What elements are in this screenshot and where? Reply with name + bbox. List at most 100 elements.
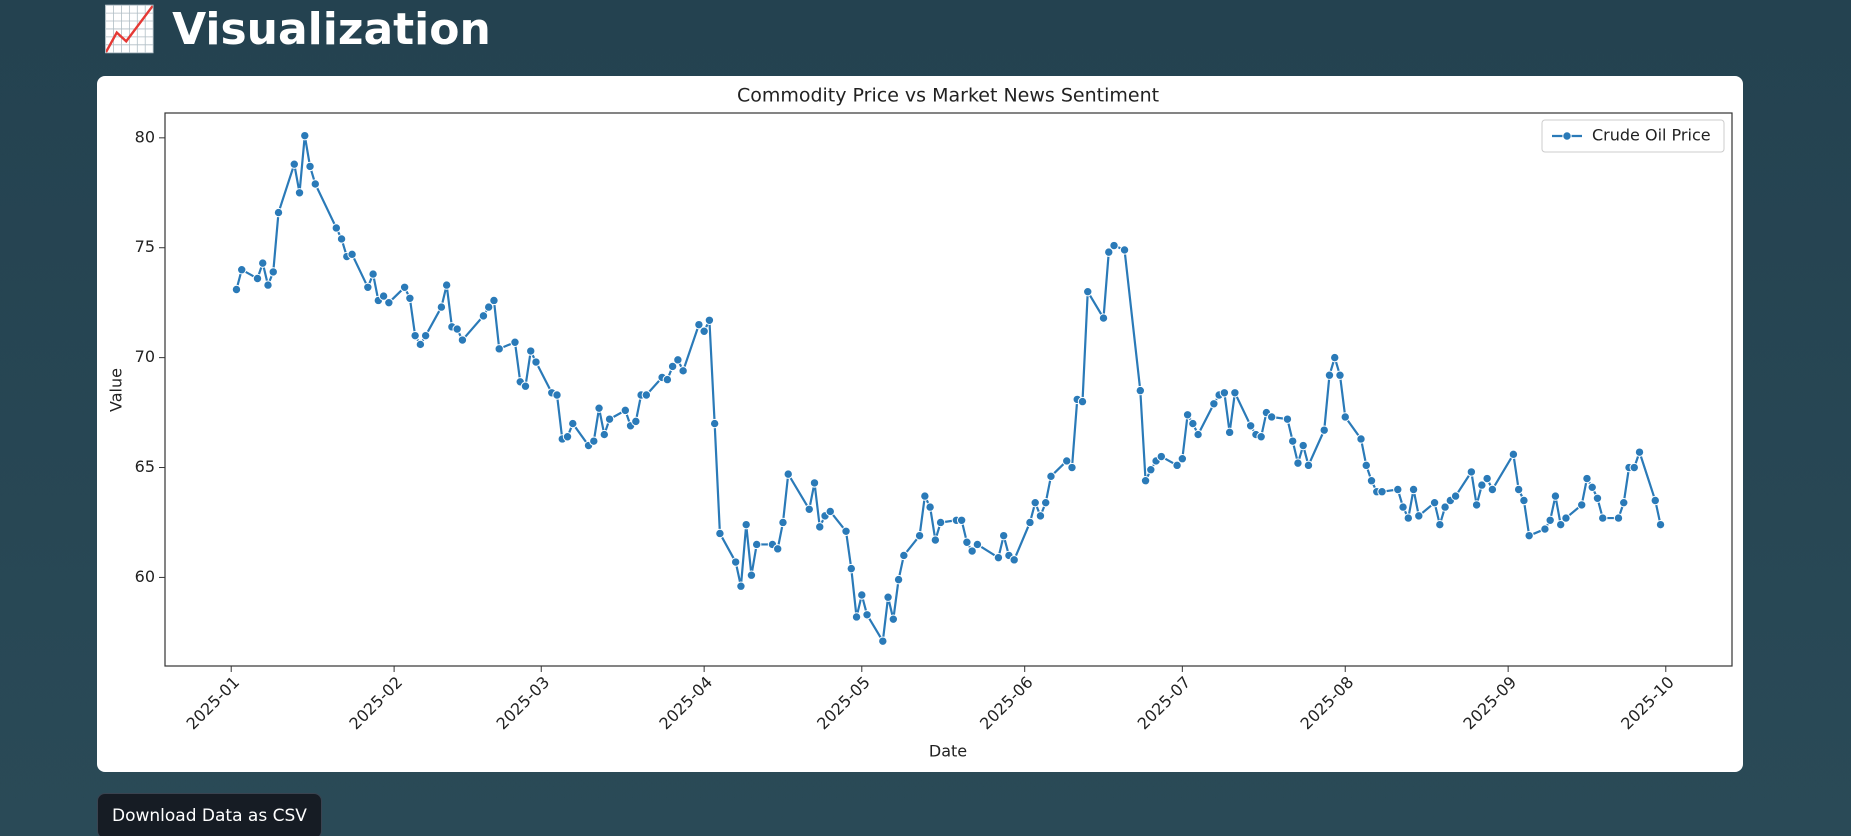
data-point [1287, 436, 1298, 446]
data-point [1140, 476, 1151, 486]
data-point [1230, 388, 1240, 398]
data-point [967, 546, 977, 556]
data-point [483, 302, 494, 312]
data-point [1561, 513, 1571, 523]
data-point [841, 526, 851, 536]
plot-frame [164, 112, 1733, 667]
legend-marker [1562, 131, 1572, 141]
data-point [1046, 471, 1056, 482]
y-tick-label: 60 [135, 567, 155, 586]
x-tick-label: 2025-08 [1297, 673, 1358, 734]
data-point [1513, 484, 1524, 495]
data-point [1650, 495, 1660, 506]
data-point [289, 159, 299, 169]
data-point [773, 544, 783, 554]
data-point [263, 280, 273, 290]
data-point [1592, 493, 1603, 503]
data-point [405, 293, 415, 303]
data-point [1366, 476, 1377, 486]
data-point [956, 515, 967, 525]
data-point [778, 517, 788, 528]
data-point [1119, 245, 1130, 255]
data-point [1245, 421, 1256, 431]
data-point [1482, 473, 1492, 484]
data-point [1077, 396, 1088, 407]
data-point [930, 535, 941, 545]
data-point [1598, 513, 1608, 523]
data-point [489, 295, 499, 306]
data-point [384, 297, 394, 308]
data-point [452, 324, 462, 334]
data-point [1613, 513, 1624, 523]
data-point [310, 179, 320, 189]
data-point [883, 592, 893, 602]
data-point [641, 390, 652, 400]
data-point [526, 346, 536, 356]
data-point [552, 390, 562, 400]
data-point [494, 344, 504, 354]
data-point [368, 269, 378, 279]
legend-box [1541, 119, 1725, 153]
data-point [1545, 515, 1555, 525]
download-button[interactable]: Download Data as CSV [97, 793, 322, 836]
data-point [1303, 460, 1314, 471]
data-point [1330, 352, 1340, 363]
data-point [273, 207, 284, 218]
data-point [589, 436, 599, 446]
data-point [1634, 447, 1645, 457]
x-tick-label: 2025-06 [976, 673, 1037, 734]
x-tick-label: 2025-05 [813, 673, 874, 734]
data-point [1450, 491, 1461, 501]
data-point [825, 506, 835, 517]
data-point [888, 614, 899, 624]
data-point [1104, 247, 1114, 257]
page-title: 📈 Visualization [102, 4, 491, 55]
data-point [258, 258, 268, 268]
chart: Commodity Price vs Market News Sentiment… [107, 85, 1733, 761]
data-point [1319, 425, 1329, 435]
data-point [1156, 451, 1167, 462]
data-point [331, 223, 342, 233]
data-point [1025, 517, 1035, 528]
data-point [252, 273, 263, 284]
data-point [1282, 414, 1293, 424]
data-point [878, 636, 888, 646]
data-point [925, 502, 935, 512]
data-point [457, 335, 468, 345]
data-point [730, 557, 741, 567]
chart-card: Commodity Price vs Market News Sentiment… [97, 76, 1743, 772]
data-line [235, 135, 1662, 645]
data-point [562, 432, 573, 442]
data-point [1182, 410, 1193, 420]
x-tick-label: 2025-02 [345, 673, 406, 734]
data-point [1471, 500, 1482, 510]
data-point [746, 570, 757, 580]
data-point [846, 563, 856, 574]
data-point [604, 414, 615, 424]
data-point [1188, 418, 1198, 429]
data-point [1403, 513, 1414, 523]
y-axis-label: Value [107, 368, 126, 412]
data-point [415, 339, 426, 350]
data-point [1582, 473, 1592, 484]
data-point [1356, 434, 1366, 444]
data-point [1266, 412, 1277, 422]
x-tick-label: 2025-09 [1459, 673, 1520, 734]
data-point [620, 405, 631, 416]
data-point [363, 282, 373, 292]
data-point [678, 366, 688, 376]
legend: Crude Oil Price [1541, 119, 1725, 153]
data-point [1540, 524, 1550, 534]
data-point [1524, 530, 1534, 541]
y-tick-label: 80 [135, 127, 155, 146]
x-tick-label: 2025-01 [183, 673, 244, 734]
data-point [667, 361, 678, 372]
data-point [1414, 511, 1424, 521]
data-point [1209, 399, 1219, 409]
data-point [1408, 484, 1419, 495]
data-point [699, 326, 709, 336]
data-point [1083, 286, 1093, 297]
data-point [568, 418, 578, 429]
data-point [1440, 502, 1450, 512]
data-point [1035, 511, 1046, 521]
